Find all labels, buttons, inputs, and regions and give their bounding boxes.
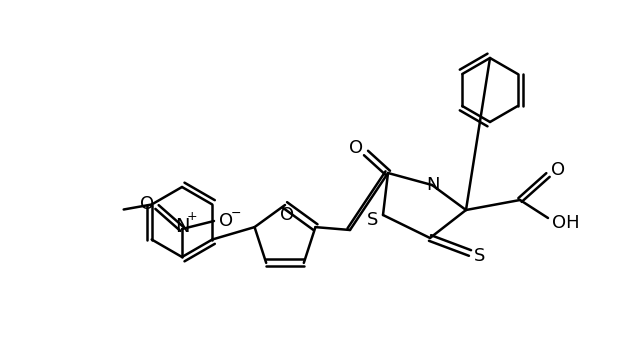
Text: N: N xyxy=(175,217,189,236)
Text: O: O xyxy=(349,139,363,157)
Text: O: O xyxy=(551,161,565,179)
Text: N: N xyxy=(426,176,440,194)
Text: OH: OH xyxy=(552,214,580,232)
Text: O: O xyxy=(280,206,294,224)
Text: +: + xyxy=(187,209,197,222)
Text: −: − xyxy=(231,207,241,220)
Text: S: S xyxy=(474,247,486,265)
Text: O: O xyxy=(219,212,233,230)
Text: O: O xyxy=(140,195,154,213)
Text: S: S xyxy=(367,211,379,229)
